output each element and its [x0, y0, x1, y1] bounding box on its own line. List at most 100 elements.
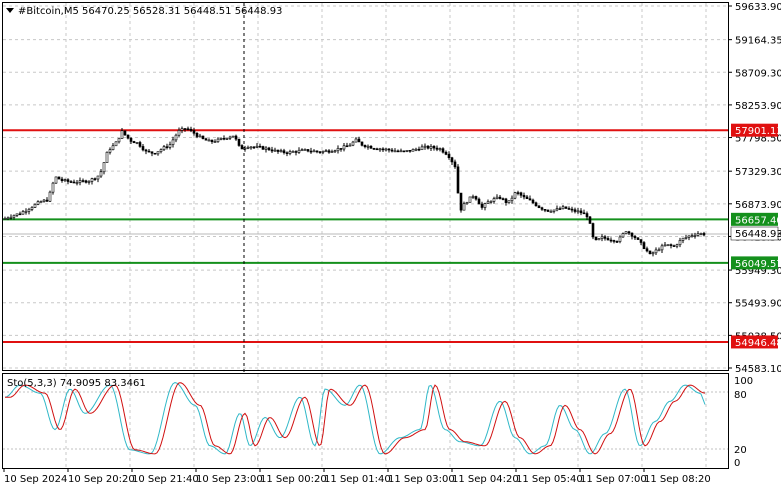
candle-body — [249, 146, 253, 149]
candle-body — [420, 146, 424, 151]
candle-body — [243, 147, 247, 150]
candle-body — [36, 201, 40, 205]
candle-body — [630, 232, 634, 237]
candle-body — [48, 191, 52, 202]
candle-body — [513, 192, 517, 199]
candle-body — [588, 216, 592, 224]
level-badge-label: 56657.40 — [735, 215, 781, 226]
candle-body — [342, 145, 346, 150]
candle-body — [3, 218, 7, 220]
price-axis-label: 56873.90 — [735, 200, 781, 211]
candle-body — [168, 144, 172, 148]
time-axis-label: 11 Sep 03:00 — [388, 474, 455, 485]
candle-body — [642, 242, 646, 249]
candle-body — [177, 130, 181, 136]
time-axis-label: 10 Sep 23:00 — [196, 474, 263, 485]
candle-body — [141, 146, 145, 151]
candle-body — [231, 135, 235, 138]
candle-body — [633, 236, 637, 239]
candle-body — [75, 182, 79, 184]
candle-body — [15, 213, 19, 216]
candle-body — [603, 236, 607, 239]
candle-body — [669, 244, 673, 246]
stochastic-main-line — [4, 382, 706, 455]
candle-body — [498, 196, 502, 199]
candle-body — [381, 148, 385, 151]
stochastic-tick-20: 20 — [734, 445, 747, 456]
candle-body — [216, 138, 220, 142]
candle-body — [510, 197, 514, 201]
stochastic-tick-0: 0 — [734, 458, 740, 469]
candle-body — [276, 149, 280, 152]
candle-body — [165, 146, 169, 148]
candle-body — [609, 239, 613, 242]
time-axis-label: 10 Sep 20:20 — [68, 474, 135, 485]
candle-body — [495, 196, 499, 199]
candle-body — [477, 198, 481, 205]
candle-body — [363, 145, 367, 148]
candle-body — [81, 180, 85, 182]
candle-body — [546, 209, 550, 212]
candle-body — [570, 208, 574, 211]
candle-body — [300, 149, 304, 152]
candle-body — [288, 151, 292, 154]
price-pane[interactable] — [2, 2, 729, 371]
candle-body — [27, 209, 31, 212]
candle-body — [492, 198, 496, 202]
time-axis-label: 11 Sep 01:40 — [324, 474, 391, 485]
level-badge-label: 54946.48 — [735, 338, 781, 349]
candle-body — [135, 142, 139, 144]
candle-body — [552, 209, 556, 212]
candle-body — [624, 231, 628, 234]
price-axis-label: 58253.90 — [735, 101, 781, 112]
candle-body — [201, 135, 205, 140]
candle-body — [156, 151, 160, 155]
candle-body — [357, 138, 361, 143]
triangle-down-icon[interactable] — [6, 8, 14, 13]
candle-body — [378, 148, 382, 151]
candle-body — [195, 132, 199, 137]
candle-body — [540, 207, 544, 210]
candle-body — [621, 233, 625, 238]
candle-body — [471, 196, 475, 198]
candle-body — [429, 146, 433, 149]
candle-body — [204, 138, 208, 141]
candle-body — [660, 245, 664, 251]
candle-body — [687, 235, 691, 238]
candle-body — [465, 202, 469, 205]
candle-body — [6, 217, 10, 220]
current-price-label: 56448.93 — [735, 229, 781, 240]
candlesticks — [3, 126, 706, 257]
candle-body — [636, 237, 640, 240]
candle-body — [78, 180, 82, 183]
candle-body — [483, 203, 487, 208]
current-price-badge: 56448.93 — [730, 226, 781, 241]
candle-body — [174, 134, 178, 141]
time-axis-label: 10 Sep 21:40 — [132, 474, 199, 485]
candle-body — [615, 241, 619, 243]
candle-body — [468, 196, 472, 203]
chart-header: #Bitcoin,M5 56470.25 56528.31 56448.51 5… — [18, 6, 282, 17]
candle-body — [654, 249, 658, 254]
candle-body — [45, 199, 49, 202]
candle-body — [54, 176, 58, 184]
candle-body — [93, 178, 97, 180]
candle-body — [489, 200, 493, 203]
candle-body — [639, 239, 643, 243]
candle-body — [453, 161, 457, 168]
candle-body — [282, 150, 286, 153]
candle-body — [330, 151, 334, 153]
candle-body — [591, 223, 595, 238]
candle-body — [390, 149, 394, 152]
candle-body — [96, 175, 100, 180]
candle-body — [372, 148, 376, 150]
candle-body — [462, 203, 466, 211]
candle-body — [402, 150, 406, 153]
candle-body — [561, 206, 565, 210]
candle-body — [672, 245, 676, 247]
candle-body — [213, 141, 217, 143]
level-badge — [731, 335, 778, 349]
stochastic-pane[interactable] — [2, 373, 729, 469]
